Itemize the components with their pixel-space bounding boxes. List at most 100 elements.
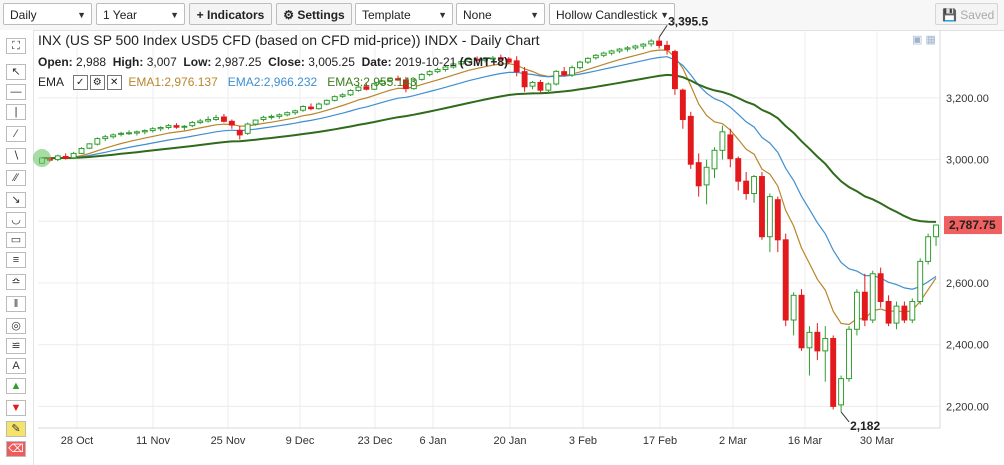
candle-body	[664, 44, 670, 51]
chevron-down-icon: ▼	[438, 10, 447, 20]
candle-body	[347, 89, 354, 96]
candle-body	[774, 199, 781, 241]
candle-body	[584, 57, 591, 63]
candle-body	[181, 125, 188, 128]
candle-body	[909, 301, 916, 321]
arrow-down-icon[interactable]: ▼	[6, 400, 26, 416]
ema3-line	[41, 73, 937, 223]
candle-body	[284, 112, 291, 116]
candle-body	[735, 158, 742, 182]
candle-body	[759, 176, 765, 238]
candle-body	[529, 81, 536, 87]
parallel-channel-icon[interactable]: ∕∕	[6, 170, 26, 186]
template-select[interactable]: Template ▼	[355, 3, 453, 25]
close-icon[interactable]: ✕	[106, 75, 122, 91]
candle-body	[126, 132, 132, 135]
fibonacci-arc-icon[interactable]: ≌	[6, 338, 26, 354]
start-handle	[32, 149, 51, 168]
candle-body	[434, 68, 441, 73]
ray-line-icon[interactable]: ∖	[6, 148, 26, 164]
candle-body	[418, 73, 425, 80]
settings-icon[interactable]: ▦	[925, 34, 936, 46]
candle-body	[592, 54, 599, 59]
gear-icon[interactable]: ⚙	[89, 75, 105, 91]
candle-body	[719, 131, 726, 151]
chevron-down-icon: ▼	[77, 10, 86, 20]
candle-body	[276, 114, 283, 117]
chevron-down-icon: ▼	[530, 10, 539, 20]
candle-body	[616, 48, 623, 52]
ema2-value: EMA2:2,966.232	[227, 75, 318, 89]
arc-icon[interactable]: ◡	[6, 212, 26, 228]
candle-body	[141, 130, 148, 133]
candle-body	[94, 138, 101, 145]
x-tick-label: 17 Feb	[643, 435, 677, 447]
candle-body	[165, 125, 172, 128]
candle-body	[687, 115, 694, 165]
x-tick-label: 25 Nov	[211, 435, 246, 447]
candle-body	[54, 155, 61, 161]
x-tick-label: 23 Dec	[358, 435, 393, 447]
candle-body	[205, 118, 212, 122]
fullscreen-icon[interactable]: ⛶	[6, 38, 26, 54]
candle-body	[300, 106, 307, 111]
rectangle-icon[interactable]: ▭	[6, 232, 26, 248]
x-tick-label: 11 Nov	[136, 435, 171, 447]
ema2-line	[41, 56, 937, 290]
chevron-down-icon: ▼	[170, 10, 179, 20]
x-tick-label: 3 Feb	[569, 435, 597, 447]
vertical-line-icon[interactable]: |	[6, 104, 26, 120]
indicators-button[interactable]: + Indicators	[189, 3, 272, 25]
candle-body	[671, 51, 678, 90]
horizontal-line-icon[interactable]: —	[6, 84, 26, 100]
chart-style-select[interactable]: Hollow Candlestick ▼	[549, 3, 675, 25]
arrow-up-icon[interactable]: ▲	[6, 378, 26, 394]
fibonacci-timezone-icon[interactable]: ‖	[6, 296, 26, 312]
text-icon[interactable]: A	[6, 358, 26, 374]
trend-line-icon[interactable]: ∕	[6, 126, 26, 142]
fibonacci-fan-icon[interactable]: ≏	[6, 274, 26, 290]
candle-body	[339, 94, 346, 97]
candle-body	[608, 50, 615, 54]
candle-body	[331, 96, 338, 101]
candle-body	[213, 117, 219, 120]
candle-body	[751, 176, 758, 195]
fibonacci-circle-icon[interactable]: ◎	[6, 318, 26, 334]
candles	[39, 37, 939, 412]
candle-body	[46, 157, 53, 161]
settings-button[interactable]: ⚙ Settings	[276, 3, 352, 25]
candle-body	[766, 196, 773, 238]
candle-body	[315, 103, 322, 110]
eraser-icon[interactable]: ⌫	[6, 441, 26, 457]
y-tick-label: 3,000.00	[946, 155, 989, 167]
extended-line-icon[interactable]: ↘	[6, 192, 26, 208]
y-tick-label: 2,800.00	[946, 216, 989, 228]
ema1-line	[41, 49, 937, 326]
check-icon[interactable]: ✓	[72, 75, 88, 91]
x-tick-label: 6 Jan	[420, 435, 447, 447]
candle-body	[806, 331, 813, 349]
candle-body	[648, 40, 655, 45]
candle-body	[853, 291, 860, 330]
cursor-icon[interactable]: ↖	[6, 64, 26, 80]
range-select[interactable]: 1 Year ▼	[96, 3, 185, 25]
fibonacci-retracement-icon[interactable]: ≡	[6, 252, 26, 268]
compare-select[interactable]: None ▼	[456, 3, 545, 25]
candle-body	[157, 126, 164, 130]
chevron-down-icon: ▼	[660, 10, 669, 20]
candle-body	[869, 273, 876, 321]
ema-legend: EMA ✓ ⚙ ✕ EMA1:2,976.137 EMA2:2,966.232 EM…	[38, 75, 417, 91]
image-icon[interactable]: ▣	[912, 34, 923, 46]
x-tick-label: 2 Mar	[719, 435, 747, 447]
candle-body	[197, 120, 204, 124]
candle-body	[110, 134, 117, 138]
saved-button[interactable]: 💾 Saved	[935, 3, 998, 25]
x-tick-label: 9 Dec	[286, 435, 315, 447]
highlighter-icon[interactable]: ✎	[6, 421, 26, 437]
candle-body	[727, 134, 734, 160]
candle-body	[569, 67, 576, 76]
interval-select[interactable]: Daily ▼	[3, 3, 92, 25]
candle-body	[292, 110, 299, 114]
candle-body	[260, 116, 267, 120]
